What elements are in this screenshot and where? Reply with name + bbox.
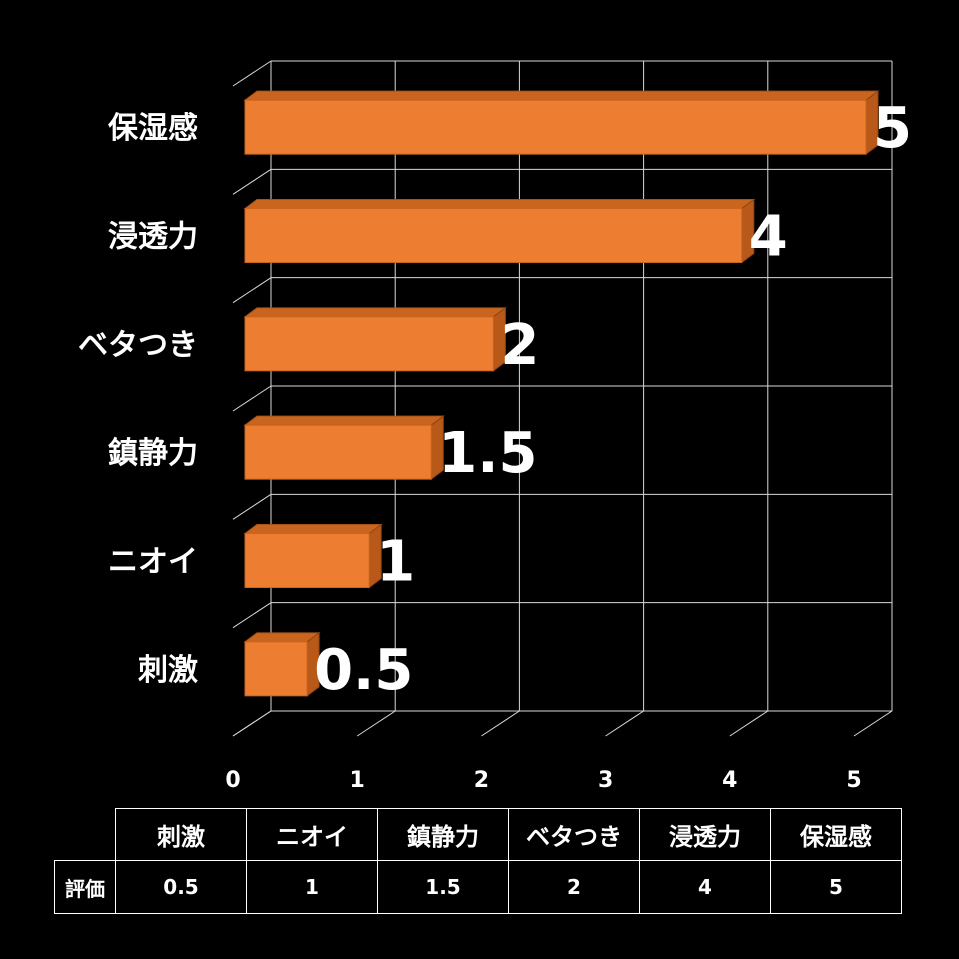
side-depth-line xyxy=(232,60,272,87)
side-depth-line xyxy=(232,602,272,629)
side-depth-line xyxy=(232,493,272,520)
data-table-row-header: 評価 xyxy=(54,860,116,914)
data-table-header-row: 刺激 ニオイ 鎮静力 ベタつき 浸透力 保湿感 xyxy=(54,808,902,861)
bar-top-face xyxy=(243,307,507,318)
chart-grid xyxy=(232,60,893,737)
bar xyxy=(243,306,507,372)
data-table-col-header: 刺激 xyxy=(115,808,247,861)
category-label: 浸透力 xyxy=(108,220,198,255)
data-table-value-cell: 0.5 xyxy=(115,860,247,914)
floor-depth-line xyxy=(729,710,769,737)
x-tick-label: 5 xyxy=(846,768,861,793)
category-label: 保湿感 xyxy=(108,111,198,146)
bar-front-face xyxy=(244,316,494,372)
floor-depth-line xyxy=(605,710,644,737)
data-label: 4 xyxy=(749,205,788,270)
data-table-value-cell: 1 xyxy=(246,860,378,914)
data-table-value-row: 評価 0.5 1 1.5 2 4 5 xyxy=(54,860,902,914)
data-label: 0.5 xyxy=(314,638,413,703)
data-table-col-header: 浸透力 xyxy=(639,808,771,861)
floor-depth-line xyxy=(481,710,520,737)
data-table-value-cell: 2 xyxy=(508,860,640,914)
data-table-col-header: ベタつき xyxy=(508,808,640,861)
x-tick-label: 0 xyxy=(225,768,240,793)
bar xyxy=(243,415,445,481)
floor-depth-line xyxy=(853,710,893,737)
data-label: 1 xyxy=(376,530,415,595)
bar xyxy=(243,90,880,156)
side-depth-line xyxy=(232,710,272,737)
data-table: 刺激 ニオイ 鎮静力 ベタつき 浸透力 保湿感 評価 0.5 1 1.5 2 4… xyxy=(54,808,902,914)
category-label: ニオイ xyxy=(108,545,198,580)
chart-bars xyxy=(243,90,880,697)
category-label: ベタつき xyxy=(78,328,198,363)
bar-front-face xyxy=(244,533,370,588)
x-tick-label: 2 xyxy=(474,768,489,793)
category-label: 鎮静力 xyxy=(108,436,198,471)
data-table-col-header: 保湿感 xyxy=(770,808,902,861)
bar xyxy=(243,631,321,697)
bar-top-face xyxy=(243,524,383,534)
bar-top-face xyxy=(243,199,756,209)
data-label: 5 xyxy=(873,96,912,161)
x-tick-label: 3 xyxy=(598,768,613,793)
data-label: 1.5 xyxy=(438,421,537,486)
data-label: 2 xyxy=(500,313,539,378)
side-depth-line xyxy=(232,168,272,195)
x-tick-label: 4 xyxy=(722,768,737,793)
data-table-col-header: ニオイ xyxy=(246,808,378,861)
bar-front-face xyxy=(244,208,743,263)
bar-chart: 保湿感 5 浸透力 4 ベタつき 2 鎮静力 1.5 ニオイ 1 刺激 0.5 0 1 2 3 4 5 xyxy=(78,60,912,793)
x-tick-label: 1 xyxy=(350,768,365,793)
data-table-value-cell: 1.5 xyxy=(377,860,509,914)
bar-top-face xyxy=(243,90,880,101)
chart-labels: 保湿感 5 浸透力 4 ベタつき 2 鎮静力 1.5 ニオイ 1 刺激 0.5 0 1 2 3 4 5 xyxy=(78,96,912,793)
bar xyxy=(243,523,383,589)
floor-depth-line xyxy=(356,710,396,737)
bar-top-face xyxy=(243,415,445,426)
bar xyxy=(243,198,756,264)
side-depth-line xyxy=(232,385,272,412)
data-table-value-cell: 5 xyxy=(770,860,902,914)
side-depth-line xyxy=(232,277,272,304)
bar-top-face xyxy=(243,632,321,643)
data-table-col-header: 鎮静力 xyxy=(377,808,509,861)
bar-front-face xyxy=(244,99,867,155)
bar-front-face xyxy=(244,424,432,480)
bar-front-face xyxy=(244,641,308,697)
data-table-corner xyxy=(54,808,116,861)
category-label: 刺激 xyxy=(138,653,198,688)
data-table-value-cell: 4 xyxy=(639,860,771,914)
